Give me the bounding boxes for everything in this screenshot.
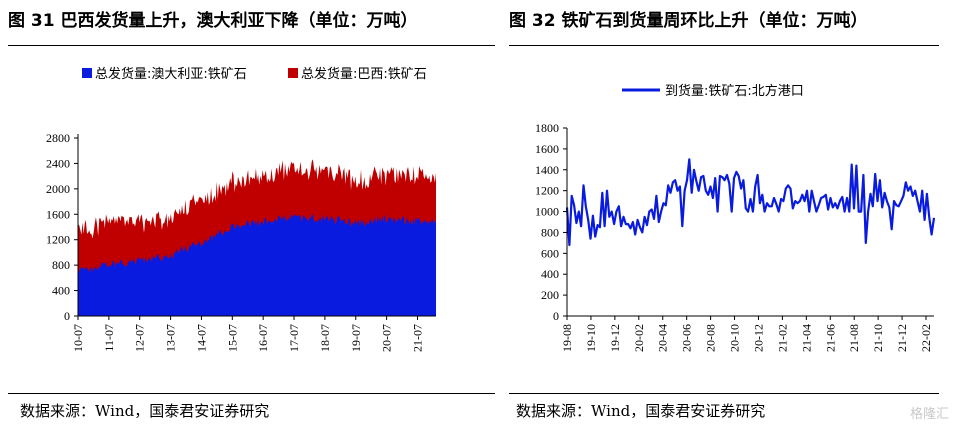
right-y-tick-label: 1000 <box>535 205 559 219</box>
right-axes: 0 200 400 600 800 1000 1200 1400 1600 1800 19-08 19… <box>535 121 934 352</box>
left-x-tick-label: 21-07 <box>410 324 424 352</box>
right-y-tick-label: 1800 <box>535 121 559 135</box>
left-x-tick-label: 11-07 <box>102 324 116 352</box>
right-line-chart: 到货量:铁矿石:北方港口 0 200 400 600 800 1000 1200 1400 16… <box>535 83 936 352</box>
right-y-tick-label: 1400 <box>535 163 559 177</box>
right-x-tick-label: 21-04 <box>799 324 813 352</box>
right-x-tick-label: 21-06 <box>823 324 837 352</box>
right-x-tick-label: 20-08 <box>704 324 718 352</box>
line-series-north-ports <box>565 158 936 247</box>
left-x-tick-label: 10-07 <box>71 324 85 352</box>
right-x-tick-label: 19-12 <box>608 324 622 352</box>
right-y-tick-label: 200 <box>541 288 559 302</box>
left-x-tick-label: 12-07 <box>133 324 147 352</box>
right-x-tick-label: 20-10 <box>728 324 742 352</box>
right-legend: 到货量:铁矿石:北方港口 <box>622 83 804 99</box>
left-x-tick-label: 14-07 <box>194 324 208 352</box>
right-y-tick-label: 400 <box>541 267 559 281</box>
right-y-tick-label: 800 <box>541 225 559 239</box>
right-x-tick-label: 20-04 <box>656 324 670 352</box>
right-x-tick-label: 21-12 <box>895 324 909 352</box>
left-plot-area <box>78 159 436 316</box>
right-chart-title: 图 32 铁矿石到货量周环比上升（单位：万吨） <box>509 11 868 31</box>
left-y-tick-label: 2800 <box>46 131 70 145</box>
left-chart-title: 图 31 巴西发货量上升，澳大利亚下降（单位：万吨） <box>8 11 418 31</box>
right-y-tick-label: 0 <box>553 309 559 323</box>
area-series-australia <box>78 213 436 316</box>
legend-swatch-australia <box>82 68 92 78</box>
left-x-tick-label: 20-07 <box>380 324 394 352</box>
left-x-tick-label: 17-07 <box>287 324 301 352</box>
left-x-tick-label: 15-07 <box>225 324 239 352</box>
left-source-rule <box>8 393 495 394</box>
right-source-rule <box>509 393 939 394</box>
right-x-tick-label: 19-08 <box>560 324 574 352</box>
left-title-rule <box>8 45 495 46</box>
right-x-tick-label: 20-12 <box>751 324 765 352</box>
right-x-tick-label: 20-06 <box>680 324 694 352</box>
right-plot-area <box>565 158 936 247</box>
left-stacked-area-chart: 总发货量:澳大利亚:铁矿石 总发货量:巴西:铁矿石 0 400 800 1200 160… <box>46 66 436 352</box>
right-title-rule <box>509 45 939 46</box>
legend-label-north-ports: 到货量:铁矿石:北方港口 <box>665 83 804 99</box>
right-x-tick-label: 21-10 <box>871 324 885 352</box>
right-y-tick-label: 600 <box>541 246 559 260</box>
left-x-tick-label: 13-07 <box>164 324 178 352</box>
right-source-note: 数据来源：Wind，国泰君安证券研究 <box>516 402 766 420</box>
legend-swatch-brazil <box>288 68 298 78</box>
left-x-tick-label: 18-07 <box>318 324 332 352</box>
left-y-tick-label: 2400 <box>46 156 70 170</box>
left-legend: 总发货量:澳大利亚:铁矿石 总发货量:巴西:铁矿石 <box>82 66 427 82</box>
right-x-tick-label: 19-10 <box>584 324 598 352</box>
left-x-tick-label: 19-07 <box>349 324 363 352</box>
left-x-tick-label: 16-07 <box>256 324 270 352</box>
left-y-tick-label: 2000 <box>46 182 70 196</box>
left-y-tick-label: 800 <box>52 258 70 272</box>
left-axes: 0 400 800 1200 1600 2000 2400 2800 10-07 11-07 12-… <box>46 131 436 352</box>
left-y-tick-label: 1200 <box>46 233 70 247</box>
left-y-tick-label: 0 <box>64 309 70 323</box>
watermark-logo: 格隆汇 <box>909 407 949 422</box>
right-x-tick-label: 21-02 <box>775 324 789 352</box>
legend-label-australia: 总发货量:澳大利亚:铁矿石 <box>95 66 247 82</box>
legend-label-brazil: 总发货量:巴西:铁矿石 <box>301 66 427 82</box>
right-x-tick-label: 20-02 <box>632 324 646 352</box>
left-source-note: 数据来源：Wind，国泰君安证券研究 <box>20 402 270 420</box>
right-y-tick-label: 1200 <box>535 184 559 198</box>
left-y-tick-label: 400 <box>52 284 70 298</box>
left-y-tick-label: 1600 <box>46 207 70 221</box>
right-x-tick-label: 22-02 <box>919 324 933 352</box>
right-y-tick-label: 1600 <box>535 142 559 156</box>
right-x-tick-label: 21-08 <box>847 324 861 352</box>
